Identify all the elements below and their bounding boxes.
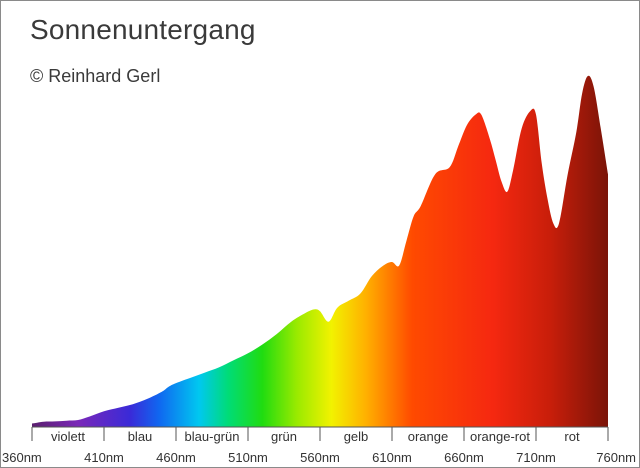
band-label: rot bbox=[564, 429, 580, 444]
band-label: orange bbox=[408, 429, 448, 444]
chart-subtitle: © Reinhard Gerl bbox=[30, 66, 161, 86]
x-tick-label: 710nm bbox=[516, 450, 556, 465]
x-tick-label: 760nm bbox=[596, 450, 636, 465]
x-tick-label: 660nm bbox=[444, 450, 484, 465]
x-tick-label: 510nm bbox=[228, 450, 268, 465]
band-label: grün bbox=[271, 429, 297, 444]
spectrum-area bbox=[32, 75, 608, 427]
x-tick-label: 360nm bbox=[2, 450, 42, 465]
x-tick-label: 610nm bbox=[372, 450, 412, 465]
x-tick-label: 410nm bbox=[84, 450, 124, 465]
band-label: orange-rot bbox=[470, 429, 530, 444]
x-tick-label: 560nm bbox=[300, 450, 340, 465]
band-label: blau-grün bbox=[185, 429, 240, 444]
band-label: blau bbox=[128, 429, 153, 444]
band-label: gelb bbox=[344, 429, 369, 444]
chart-title: Sonnenuntergang bbox=[30, 14, 256, 45]
band-label: violett bbox=[51, 429, 85, 444]
x-tick-label: 460nm bbox=[156, 450, 196, 465]
